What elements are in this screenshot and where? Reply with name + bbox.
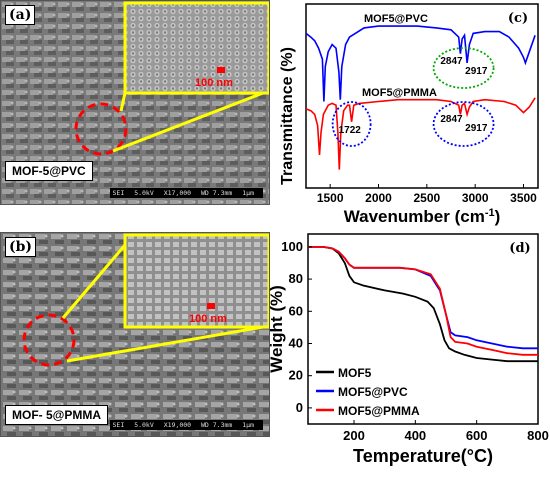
ftir-annotation: 2847 (440, 114, 463, 125)
tga-x-tick-label: 400 (404, 428, 426, 443)
tga-x-tick-label: 600 (466, 428, 488, 443)
ftir-annotation: 2847 (440, 56, 463, 67)
sem-info-wd: WD 7.3mm (201, 421, 233, 429)
ftir-x-tick-label: 3000 (462, 191, 489, 205)
inset-zoom (123, 233, 269, 329)
tga-legend-label-1: MOF5@PVC (338, 385, 408, 399)
sem-info-scale: 1μm (242, 421, 254, 429)
ftir-highlight-pmma-ch (432, 101, 495, 147)
sample-label-a: MOF-5@PVC (5, 161, 93, 181)
ftir-series-line-0 (305, 25, 536, 102)
ftir-y-axis-label: Transmittance (%) (279, 47, 296, 185)
tga-y-tick-label: 40 (289, 335, 303, 350)
ftir-panel-letter: (c) (508, 11, 528, 26)
sem-info-magnification: X19,000 (163, 421, 192, 429)
ftir-highlight-pmma-1722 (331, 101, 372, 147)
sem-info-magnification: X17,000 (163, 189, 192, 197)
tga-series-line-2 (308, 246, 538, 356)
inset-scale-bar (217, 67, 225, 73)
ftir-x-tick-label: 2000 (365, 191, 392, 205)
sample-label-b: MOF- 5@PMMA (5, 405, 109, 425)
inset-scale-bar (207, 303, 215, 309)
ftir-x-tick-label: 2500 (413, 191, 440, 205)
ftir-plot-frame (305, 3, 539, 189)
tga-x-tick-label: 800 (527, 428, 549, 443)
sem-info-bar-a: SEI 5.0kV X17,000 WD 7.3mm 1μm (109, 188, 263, 198)
sem-info-mode: SEI (112, 189, 125, 197)
ftir-annotation: 2917 (465, 66, 488, 77)
inset-zoom (123, 1, 269, 95)
sem-info-voltage: 5.0kV (134, 421, 154, 429)
highlight-circle (74, 102, 128, 156)
sem-info-wd: WD 7.3mm (201, 189, 233, 197)
panel-letter-a: (a) (5, 5, 36, 25)
panel-letter-b: (b) (5, 237, 37, 257)
sem-info-voltage: 5.0kV (134, 189, 154, 197)
inset-scale-label: 100 nm (195, 77, 233, 89)
highlight-circle (22, 313, 76, 367)
ftir-annotation: 1722 (339, 125, 362, 136)
sem-image-a: 100 nm (a) MOF-5@PVC SEI 5.0kV X17,000 W… (0, 0, 270, 205)
sem-texture-b (1, 233, 269, 436)
tga-legend-label-2: MOF5@PMMA (338, 404, 420, 418)
ftir-series-label-pvc: MOF5@PVC (364, 13, 428, 25)
ftir-series-label-pmma: MOF5@PMMA (362, 87, 437, 99)
tga-y-axis-label: Weight (%) (270, 285, 286, 373)
sem-info-mode: SEI (112, 421, 125, 429)
ftir-x-tick-label: 1500 (317, 191, 344, 205)
tga-legend-label-0: MOF5 (338, 366, 372, 380)
ftir-highlight-pvc (432, 47, 495, 89)
tga-x-tick-label: 200 (343, 428, 365, 443)
tga-y-tick-label: 0 (296, 400, 303, 415)
tga-series-line-0 (308, 246, 538, 363)
tga-x-axis-label: Temperature(°C) (353, 446, 493, 466)
inset-scale-label: 100 nm (189, 313, 227, 325)
tga-panel-letter: (d) (509, 241, 530, 256)
tga-y-tick-label: 20 (289, 368, 303, 383)
ftir-x-axis-label: Wavenumber (cm-1) (344, 207, 501, 226)
tga-plot-frame (307, 233, 539, 425)
tga-y-tick-label: 100 (281, 239, 303, 254)
ftir-series-line-1 (305, 97, 536, 170)
tga-y-tick-label: 60 (289, 303, 303, 318)
sem-texture-a (1, 1, 269, 204)
sem-image-b: 100 nm (b) MOF- 5@PMMA SEI 5.0kV X19,000… (0, 232, 270, 437)
sem-info-bar-b: SEI 5.0kV X19,000 WD 7.3mm 1μm (109, 420, 263, 430)
sem-info-scale: 1μm (242, 189, 254, 197)
ftir-annotation: 2917 (465, 123, 488, 134)
tga-series-line-1 (308, 246, 538, 350)
tga-y-tick-label: 80 (289, 271, 303, 286)
ftir-x-tick-label: 3500 (510, 191, 537, 205)
